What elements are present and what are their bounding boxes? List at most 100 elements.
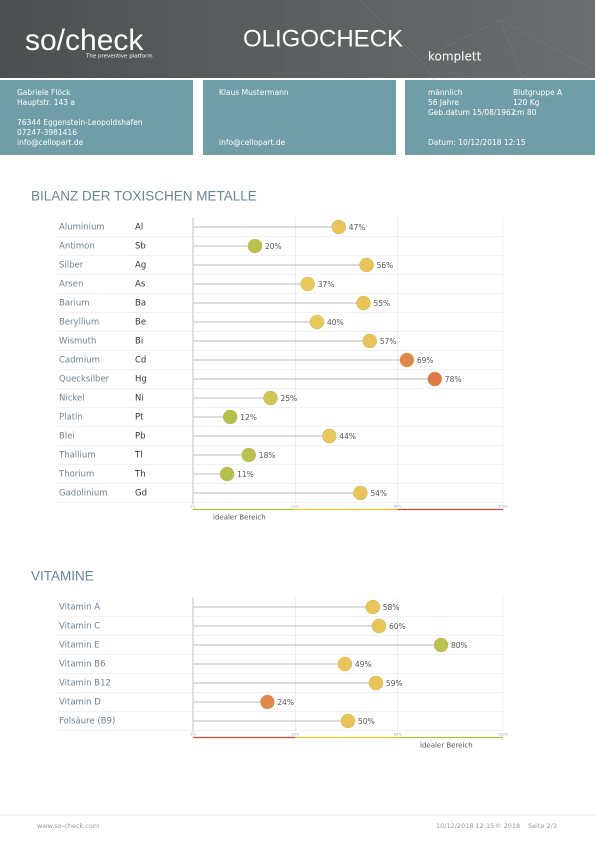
- value-label: 50%: [358, 717, 375, 726]
- dot: [260, 694, 275, 710]
- value-label: 44%: [339, 432, 356, 441]
- footer-date: 10/12/2018 12:15: [436, 822, 494, 830]
- value-label: 24%: [277, 698, 294, 707]
- info-line: männlich: [428, 88, 463, 97]
- info-line: 07247-3981416: [17, 128, 77, 137]
- value-label: 78%: [445, 375, 462, 384]
- category-label: Vitamin A: [59, 603, 100, 613]
- category-label: Vitamin D: [59, 698, 101, 708]
- category-label: Vitamin E: [59, 641, 100, 651]
- dot: [427, 371, 443, 387]
- category-label: Antimon: [59, 242, 95, 252]
- x-tick-label: 33%: [291, 505, 299, 509]
- x-tick-label: 0%: [190, 505, 196, 509]
- symbol-label: Ba: [135, 299, 146, 309]
- dot: [365, 599, 381, 615]
- footer-url: www.so-check.com: [37, 822, 99, 830]
- info-panel: [405, 80, 595, 155]
- dot: [353, 485, 368, 501]
- info-line: Hauptstr. 143 a: [17, 98, 75, 107]
- dot: [331, 219, 347, 235]
- category-label: Thallium: [58, 451, 96, 461]
- category-label: Folsäure (B9): [59, 717, 115, 727]
- value-label: 56%: [377, 261, 394, 270]
- info-line: Klaus Mustermann: [219, 88, 289, 97]
- value-label: 12%: [240, 413, 257, 422]
- symbol-label: Sb: [135, 242, 146, 252]
- value-label: 40%: [327, 318, 344, 327]
- info-line: Geb.datum 15/08/1962: [428, 108, 516, 117]
- dot: [356, 295, 371, 311]
- info-panel: [203, 80, 396, 155]
- dot: [219, 466, 235, 482]
- value-label: 47%: [349, 223, 366, 232]
- value-label: 57%: [380, 337, 397, 346]
- logo: so/check: [25, 24, 144, 57]
- category-label: Aluminium: [59, 223, 105, 233]
- info-line: info@cellopart.de: [17, 138, 84, 147]
- info-line: Datum: 10/12/2018 12:15: [428, 138, 526, 147]
- value-label: 80%: [451, 641, 468, 650]
- value-label: 49%: [355, 660, 372, 669]
- info-line: 76344 Eggenstein-Leopoldshafen: [17, 118, 143, 127]
- value-label: 59%: [386, 679, 403, 688]
- category-label: Thorium: [58, 470, 94, 480]
- symbol-label: Th: [134, 470, 146, 480]
- dot: [247, 238, 263, 254]
- value-label: 69%: [417, 356, 434, 365]
- x-tick-label: 100%: [498, 505, 509, 509]
- symbol-label: Al: [135, 223, 143, 233]
- value-label: 60%: [389, 622, 406, 631]
- doc-title: OLIGOCHECK: [243, 25, 403, 52]
- value-label: 25%: [281, 394, 298, 403]
- dot: [322, 428, 337, 444]
- value-label: 58%: [383, 603, 400, 612]
- category-label: Blei: [59, 432, 75, 442]
- value-label: 18%: [259, 451, 276, 460]
- symbol-label: Cd: [135, 356, 146, 366]
- category-label: Quecksilber: [59, 375, 110, 385]
- symbol-label: Hg: [135, 375, 147, 385]
- doc-subtitle: komplett: [428, 50, 482, 64]
- range-label: idealer Bereich: [213, 514, 266, 522]
- dot: [371, 618, 387, 634]
- info-panel: [0, 80, 193, 155]
- category-label: Nickel: [59, 394, 85, 404]
- category-label: Platin: [59, 413, 83, 423]
- dot: [309, 314, 325, 330]
- tagline: The preventive platform: [85, 54, 153, 60]
- x-tick-label: 66%: [394, 505, 402, 509]
- category-label: Silber: [59, 261, 84, 271]
- category-label: Barium: [59, 299, 90, 309]
- category-label: Vitamin C: [59, 622, 100, 632]
- footer-page: Seite 2/3: [528, 822, 557, 830]
- range-label: idealer Bereich: [420, 742, 473, 750]
- symbol-label: Ag: [135, 261, 146, 271]
- x-tick-label: 33%: [291, 733, 299, 737]
- x-tick-label: 66%: [394, 733, 402, 737]
- symbol-label: Be: [135, 318, 146, 328]
- category-label: Beryllium: [59, 318, 99, 328]
- category-label: Cadmium: [59, 356, 100, 366]
- symbol-label: Gd: [135, 489, 147, 499]
- dot: [300, 276, 316, 292]
- symbol-label: Tl: [134, 451, 143, 461]
- dot: [433, 637, 449, 653]
- value-label: 11%: [237, 470, 254, 479]
- dot: [340, 713, 356, 729]
- dot: [399, 352, 415, 368]
- symbol-label: Ni: [135, 394, 144, 404]
- x-tick-label: 0%: [190, 733, 196, 737]
- category-label: Arsen: [59, 280, 83, 290]
- info-line: cm 80: [513, 108, 537, 117]
- value-label: 54%: [370, 489, 387, 498]
- symbol-label: Pb: [135, 432, 146, 442]
- category-label: Gadolinium: [59, 489, 108, 499]
- dot: [263, 390, 278, 406]
- category-label: Vitamin B12: [59, 679, 111, 689]
- header-bg: [0, 0, 595, 78]
- info-line: info@cellopart.de: [219, 138, 286, 147]
- dot: [241, 447, 257, 463]
- x-tick-label: 100%: [498, 733, 509, 737]
